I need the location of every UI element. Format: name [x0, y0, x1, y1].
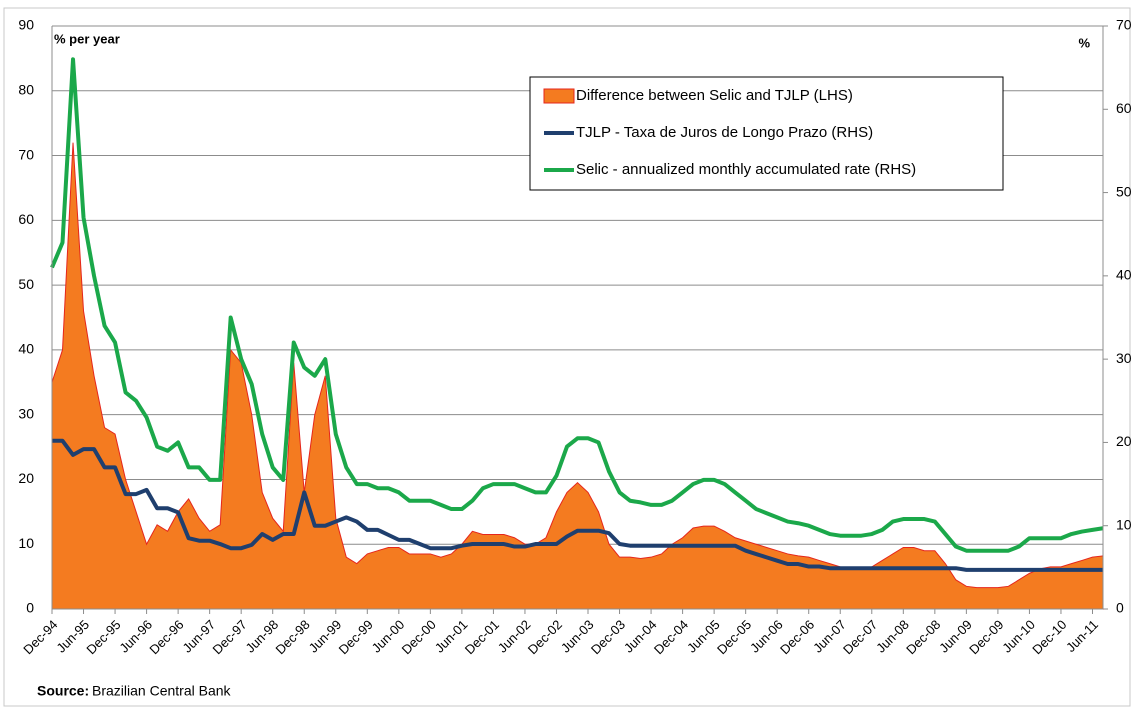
y2-tick-label: 60 [1116, 100, 1132, 116]
y2-tick-label: 40 [1116, 267, 1132, 283]
source: Brazilian Central Bank [92, 683, 232, 699]
y2-tick-label: 20 [1116, 433, 1132, 449]
left-axis-label: % per year [54, 31, 120, 46]
y-tick-label: 0 [26, 600, 34, 616]
x-tick-label: Dec-00 [399, 617, 439, 657]
x-tick-label: Dec-01 [462, 617, 502, 657]
y-tick-label: 60 [18, 211, 34, 227]
y-tick-label: 80 [18, 81, 34, 97]
x-tick-label: Dec-02 [525, 617, 565, 657]
line [50, 57, 1104, 553]
x-tick-label: Dec-04 [651, 617, 691, 657]
y2-tick-label: 70 [1116, 17, 1132, 33]
y-tick-label: 30 [18, 405, 34, 421]
x-tick-label: Dec-94 [20, 617, 60, 657]
x-tick-label: Dec-99 [336, 617, 376, 657]
y-tick-label: 20 [18, 470, 34, 486]
x-tick-label: Dec-97 [209, 617, 249, 657]
source-label: Source: [37, 683, 89, 699]
line [52, 438, 1103, 572]
x-tick-label: Dec-98 [273, 617, 313, 657]
y-tick-label: 70 [18, 146, 34, 162]
legend-swatch [543, 88, 575, 104]
x-tick-label: Dec-09 [966, 617, 1006, 657]
y-tick-label: 40 [18, 341, 34, 357]
y-tick-label: 50 [18, 276, 34, 292]
x-tick-label: Jun-11 [1063, 617, 1101, 655]
legend-box [529, 76, 1004, 191]
chart-frame [3, 7, 1131, 707]
y-tick-label: 90 [18, 17, 34, 33]
x-tick-label: Dec-08 [903, 617, 943, 657]
x-tick-label: Dec-10 [1029, 617, 1069, 657]
y2-tick-label: 30 [1116, 350, 1132, 366]
x-tick-label: Dec-03 [588, 617, 628, 657]
x-tick-label: Dec-96 [146, 617, 186, 657]
y2-tick-label: 0 [1116, 600, 1124, 616]
y-tick-label: 10 [18, 535, 34, 551]
x-tick-label: Dec-06 [777, 617, 817, 657]
legend-label: TJLP - Taxa de Juros de Longo Prazo (RHS… [576, 124, 873, 141]
x-tick-label: Dec-95 [83, 617, 123, 657]
x-tick-label: Dec-07 [840, 617, 880, 657]
right-axis-label: % [1078, 35, 1090, 50]
y2-tick-label: 10 [1116, 516, 1132, 532]
legend-label: Selic - annualized monthly accumulated r… [576, 161, 916, 178]
x-tick-label: Dec-05 [714, 617, 754, 657]
area [51, 142, 1104, 610]
y2-tick-label: 50 [1116, 183, 1132, 199]
legend-label: Difference between Selic and TJLP (LHS) [576, 87, 853, 104]
